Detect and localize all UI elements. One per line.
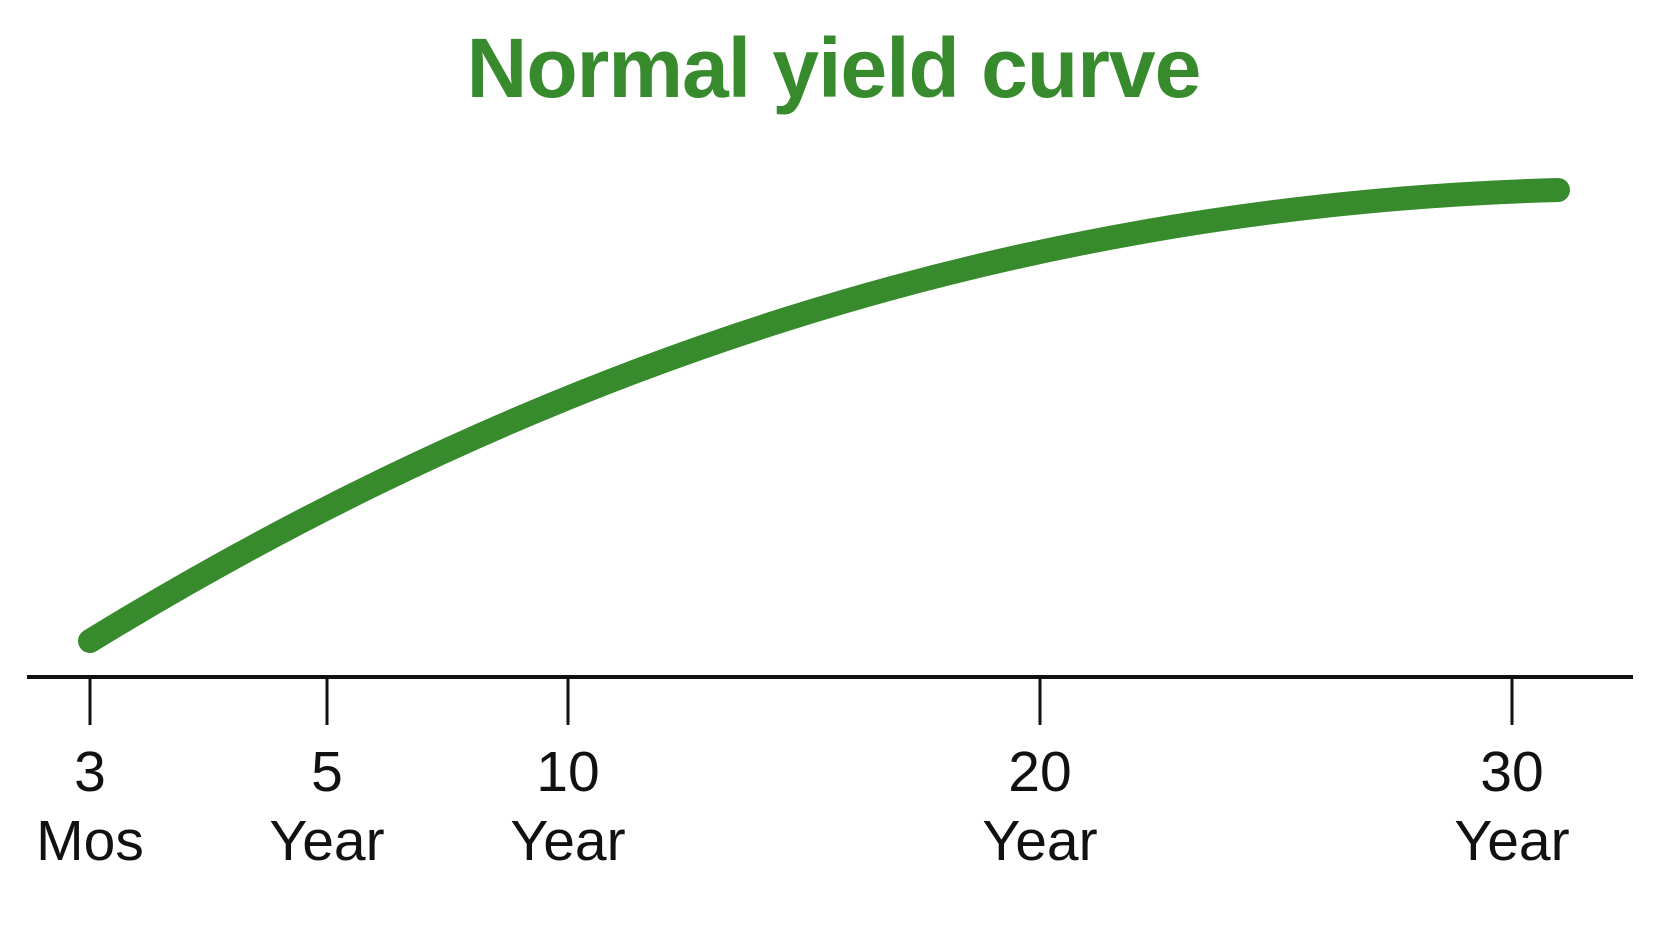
x-tick-unit: Year xyxy=(510,809,626,873)
x-tick-value: 20 xyxy=(1008,740,1072,804)
x-axis-ticks xyxy=(88,679,1514,725)
x-tick-label: 3 Mos xyxy=(36,738,144,876)
x-tick-label: 20 Year xyxy=(982,738,1097,876)
yield-curve-line xyxy=(78,178,1570,653)
x-tick-value: 30 xyxy=(1480,740,1544,804)
x-tick-value: 3 xyxy=(74,740,106,804)
x-tick-label: 30 Year xyxy=(1454,738,1569,876)
x-tick-label: 10 Year xyxy=(510,738,625,876)
x-tick-unit: Year xyxy=(982,809,1098,873)
x-tick-value: 10 xyxy=(536,740,600,804)
x-tick-unit: Year xyxy=(269,809,385,873)
x-tick-label: 5 Year xyxy=(269,738,384,876)
x-tick-unit: Mos xyxy=(36,809,144,873)
x-tick-unit: Year xyxy=(1454,809,1570,873)
x-tick-value: 5 xyxy=(311,740,343,804)
chart-title: Normal yield curve xyxy=(466,21,1202,115)
